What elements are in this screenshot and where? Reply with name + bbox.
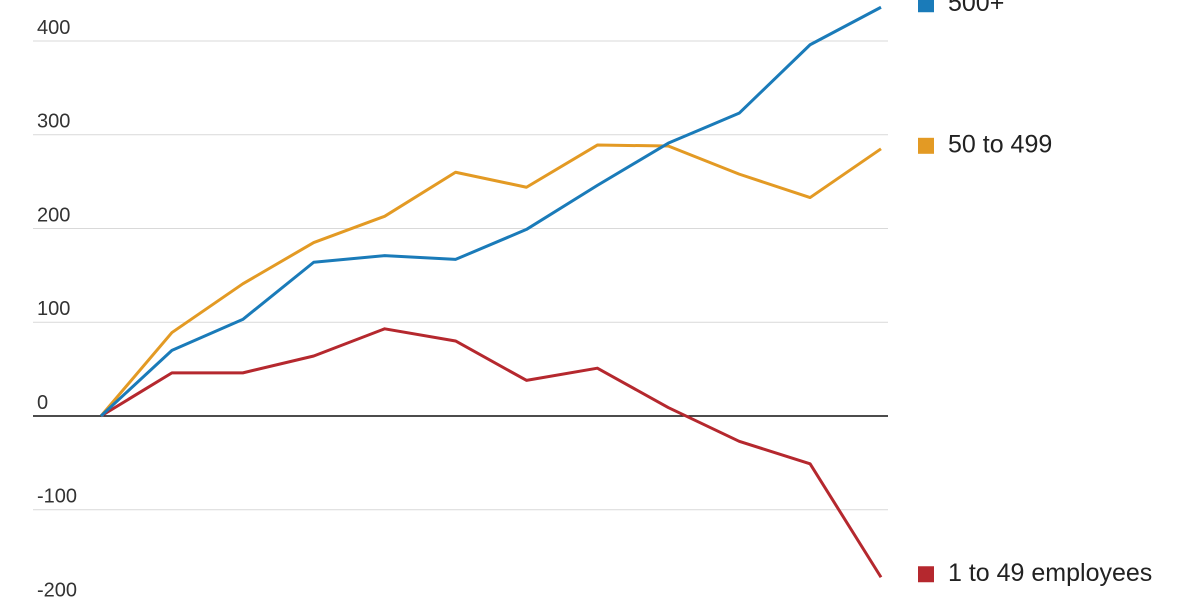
- series-line: [99, 143, 882, 417]
- legend-label: 1 to 49 employees: [948, 559, 1152, 587]
- legend-swatch: [918, 137, 934, 154]
- y-tick-label: 100: [37, 298, 70, 320]
- series-line: [99, 5, 882, 418]
- legend-label: 500+: [948, 0, 1004, 17]
- y-tick-label: -200: [37, 580, 77, 600]
- y-tick-label: 300: [37, 111, 70, 133]
- legend-label: 50 to 499: [948, 130, 1052, 158]
- y-tick-label: 200: [37, 204, 70, 226]
- series-line: [100, 327, 883, 579]
- y-tick-label: 400: [37, 17, 70, 39]
- legend-swatch: [918, 0, 934, 13]
- legend-swatch: [918, 566, 934, 583]
- y-tick-label: -100: [37, 486, 77, 508]
- y-tick-label: 0: [37, 392, 48, 414]
